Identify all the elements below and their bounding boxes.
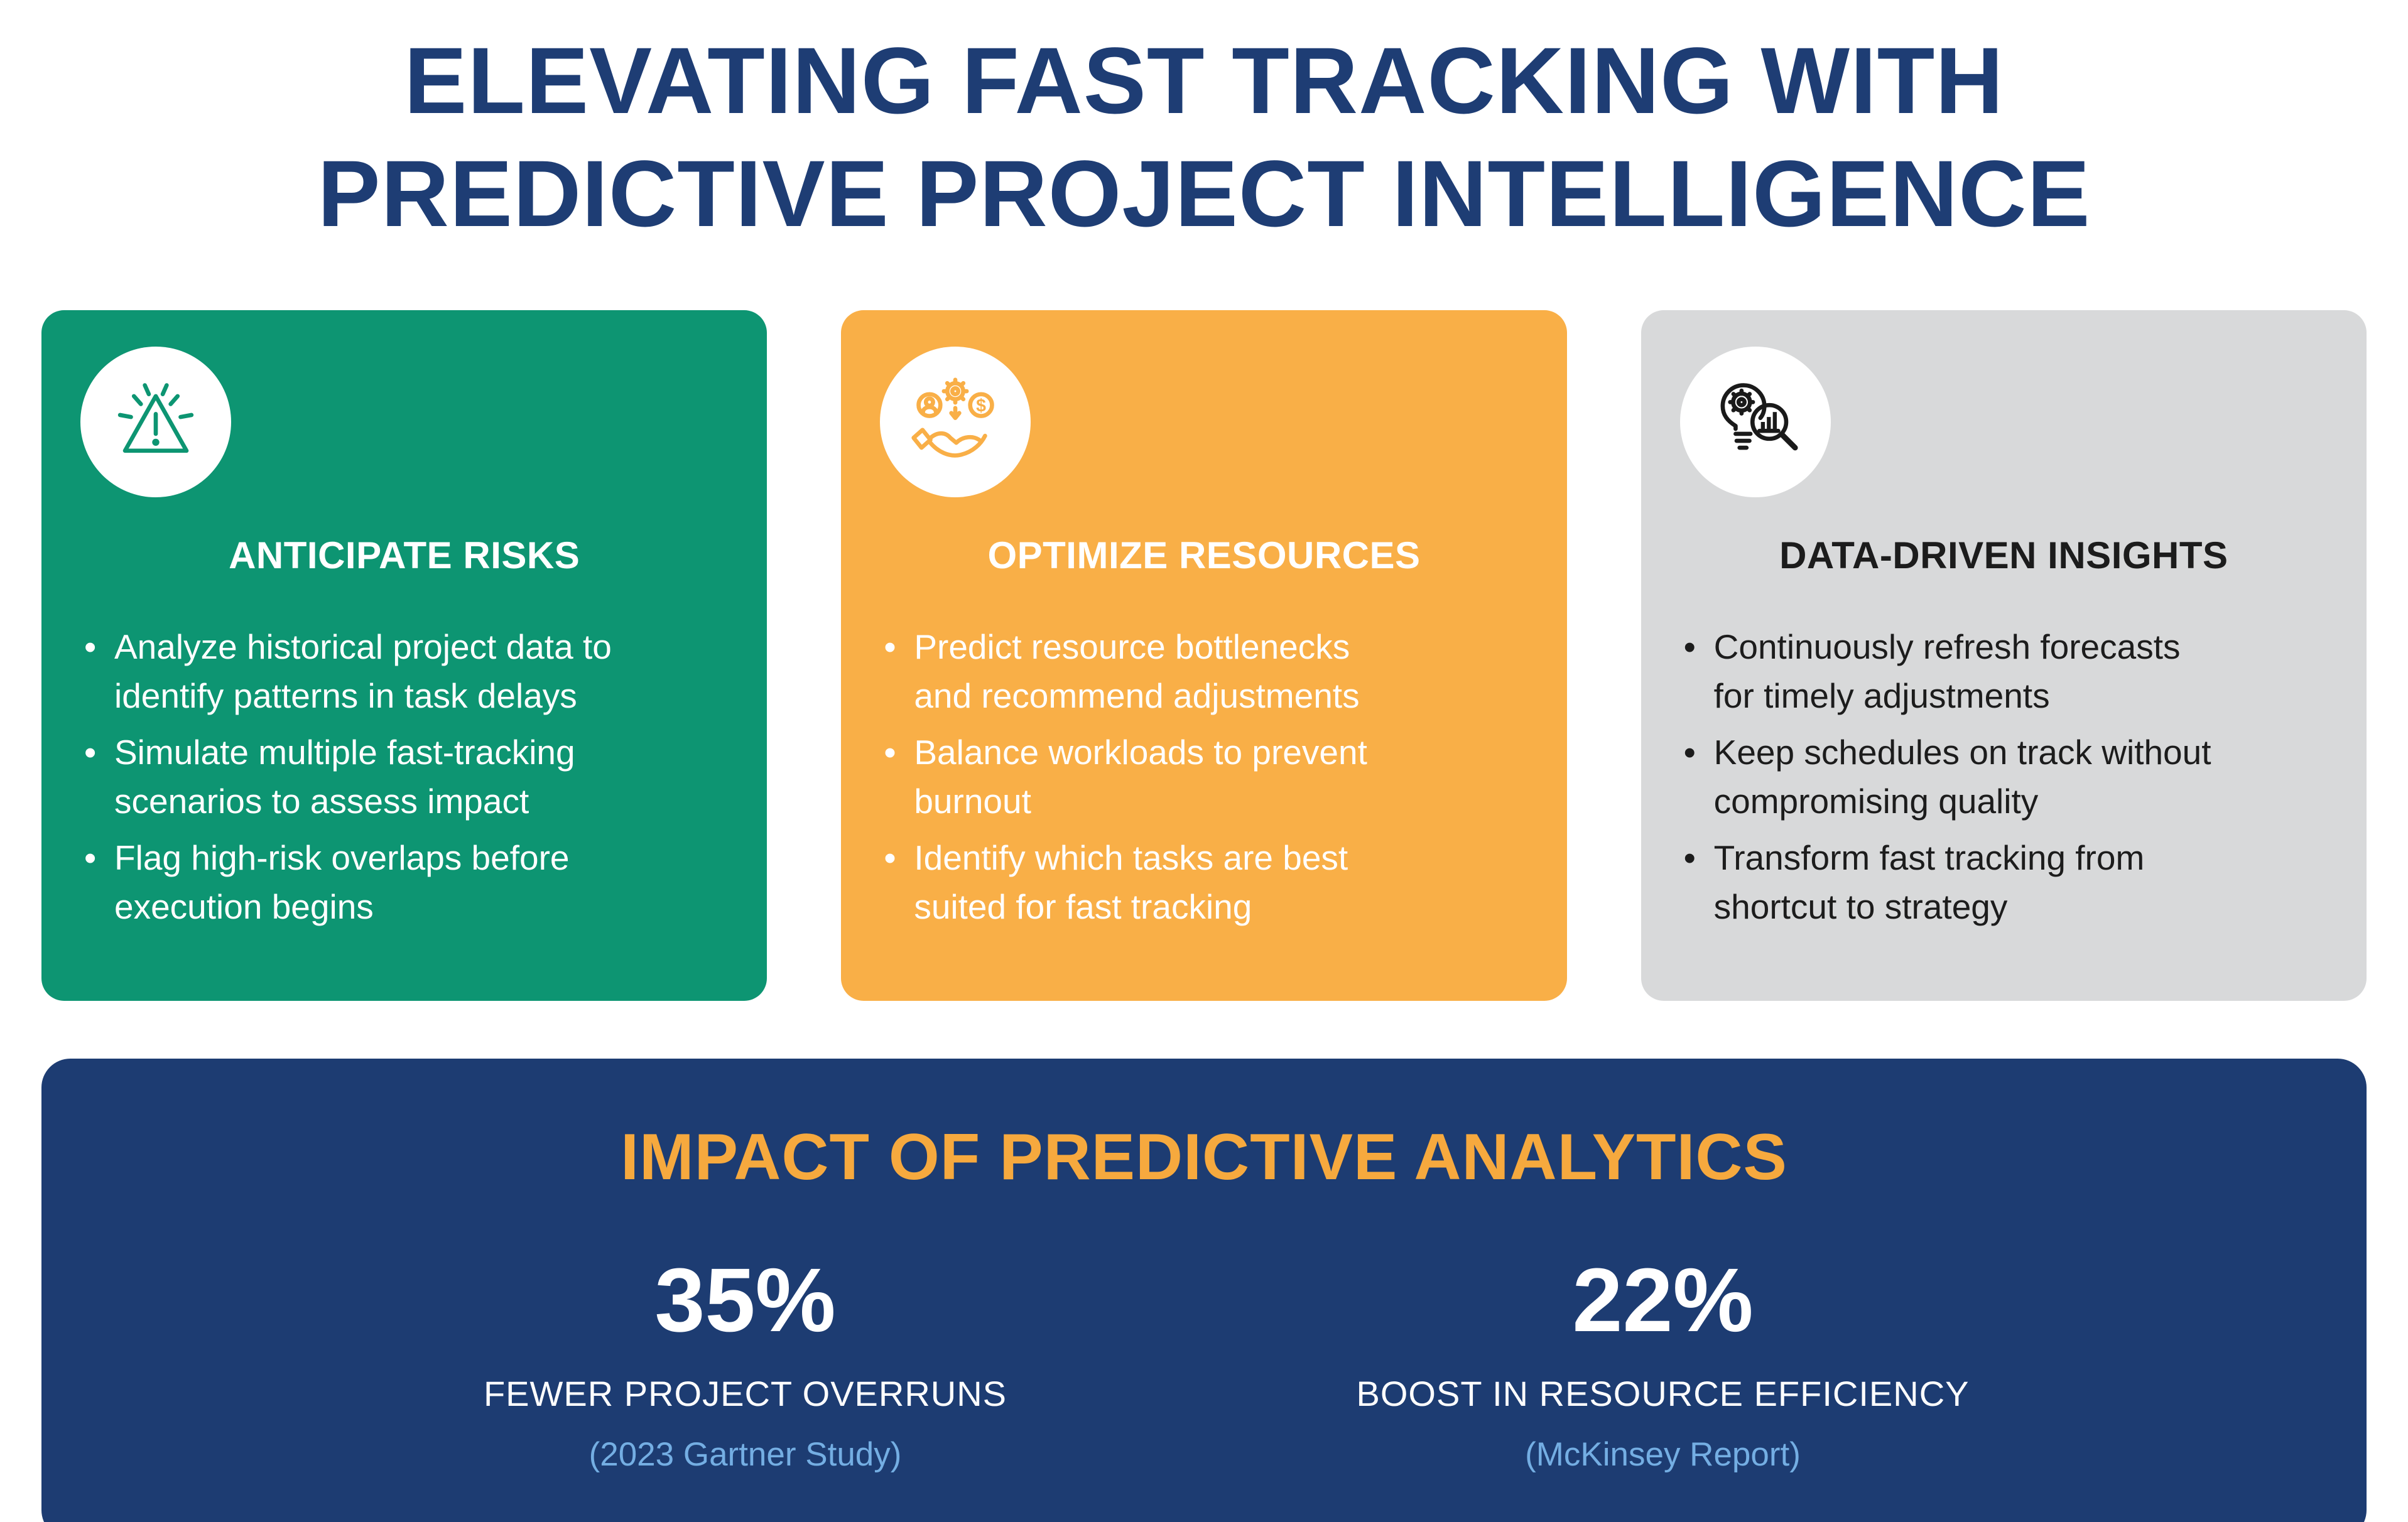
card-icon-circle: $ <box>880 347 1031 497</box>
card-title: ANTICIPATE RISKS <box>229 534 580 576</box>
card-title: OPTIMIZE RESOURCES <box>987 534 1421 576</box>
impact-stats-row: 35% FEWER PROJECT OVERRUNS (2023 Gartner… <box>79 1255 2329 1474</box>
bullet-item: Analyze historical project data to ident… <box>77 622 732 720</box>
bullet-item: Identify which tasks are best suited for… <box>876 833 1531 931</box>
stat-resource-efficiency: 22% BOOST IN RESOURCE EFFICIENCY (McKins… <box>1204 1255 2122 1474</box>
stat-source: (2023 Gartner Study) <box>588 1436 902 1473</box>
card-optimize-resources: $ OPTIMIZE RESOURCES Predict resource bo… <box>841 310 1567 1001</box>
card-anticipate-risks: ANTICIPATE RISKS Analyze historical proj… <box>41 310 767 1001</box>
bullet-item: Keep schedules on track without compromi… <box>1676 728 2331 826</box>
stat-value: 22% <box>1572 1249 1754 1351</box>
page-title: ELEVATING FAST TRACKING WITH PREDICTIVE … <box>0 24 2408 250</box>
card-bullet-list: Predict resource bottlenecks and recomme… <box>876 622 1531 932</box>
bullet-item: Balance workloads to prevent burnout <box>876 728 1531 826</box>
card-bullet-list: Continuously refresh forecasts for timel… <box>1676 622 2331 932</box>
stat-source: (McKinsey Report) <box>1525 1436 1801 1473</box>
impact-title: IMPACT OF PREDICTIVE ANALYTICS <box>621 1121 1787 1194</box>
stat-value: 35% <box>654 1249 836 1351</box>
card-icon-circle <box>1679 347 1831 497</box>
bullet-item: Predict resource bottlenecks and recomme… <box>876 622 1531 720</box>
lightbulb-analytics-magnifier-icon <box>1720 383 1798 451</box>
hand-holding-resources-icon: $ <box>911 377 995 458</box>
card-bullet-list: Analyze historical project data to ident… <box>77 622 732 932</box>
bullet-item: Transform fast tracking from shortcut to… <box>1676 833 2331 931</box>
stat-label: FEWER PROJECT OVERRUNS <box>483 1374 1007 1413</box>
stat-fewer-overruns: 35% FEWER PROJECT OVERRUNS (2023 Gartner… <box>286 1255 1204 1474</box>
bullet-item: Simulate multiple fast-tracking scenario… <box>77 728 732 826</box>
page-title-line-1: ELEVATING FAST TRACKING WITH <box>404 28 2004 133</box>
bullet-item: Continuously refresh forecasts for timel… <box>1676 622 2331 720</box>
feature-cards-row: ANTICIPATE RISKS Analyze historical proj… <box>0 310 2408 1001</box>
stat-label: BOOST IN RESOURCE EFFICIENCY <box>1356 1374 1970 1413</box>
header: ELEVATING FAST TRACKING WITH PREDICTIVE … <box>0 0 2408 250</box>
card-data-driven-insights: DATA-DRIVEN INSIGHTS Continuously refres… <box>1641 310 2367 1001</box>
warning-triangle-icon <box>117 383 194 453</box>
card-icon-circle <box>80 347 231 497</box>
svg-text:$: $ <box>976 396 986 416</box>
bullet-item: Flag high-risk overlaps before execution… <box>77 833 732 931</box>
page-title-line-2: PREDICTIVE PROJECT INTELLIGENCE <box>317 141 2091 246</box>
card-title: DATA-DRIVEN INSIGHTS <box>1779 534 2228 576</box>
impact-band: IMPACT OF PREDICTIVE ANALYTICS 35% FEWER… <box>41 1059 2367 1522</box>
